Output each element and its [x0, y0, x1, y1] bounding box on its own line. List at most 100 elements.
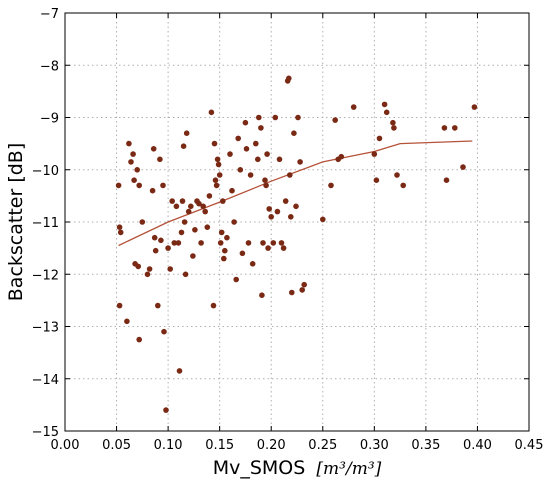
data-point: [297, 159, 303, 165]
axis-ticks: [64, 12, 530, 432]
data-point: [163, 407, 169, 413]
data-point: [214, 156, 221, 163]
data-point: [126, 140, 132, 147]
data-point: [289, 289, 295, 296]
data-point: [124, 318, 130, 325]
data-point: [116, 302, 123, 309]
data-point: [258, 125, 264, 131]
data-point: [204, 224, 211, 230]
data-point: [173, 203, 180, 210]
data-point: [376, 135, 383, 142]
y-tick-label: −15: [32, 425, 59, 440]
data-point: [254, 156, 261, 163]
x-tick-label: 0.40: [463, 438, 492, 453]
data-point: [328, 182, 334, 189]
plot-frame: [64, 12, 530, 432]
data-point: [471, 104, 478, 110]
data-point: [136, 336, 142, 343]
data-point: [231, 219, 237, 225]
y-tick-label: −14: [32, 373, 59, 388]
y-tick-labels: −7 −8 −9 −10 −11 −12 −13 −14 −15: [32, 7, 59, 440]
data-point: [249, 261, 256, 267]
data-point: [134, 167, 140, 173]
x-tick-labels: 0.00 0.05 0.10 0.15 0.20 0.25 0.30 0.35 0.40 0.45: [51, 438, 544, 453]
data-point: [213, 182, 220, 189]
data-point: [320, 216, 326, 223]
data-point: [381, 101, 388, 108]
data-point: [286, 75, 292, 82]
data-point: [180, 143, 187, 149]
data-point: [288, 214, 294, 220]
x-tick-label: 0.35: [411, 438, 440, 453]
data-point: [131, 177, 137, 183]
data-point: [235, 135, 241, 142]
data-point: [210, 302, 217, 309]
data-point: [136, 182, 142, 189]
data-point: [287, 172, 293, 178]
data-point: [268, 214, 275, 220]
data-point: [130, 151, 136, 157]
data-point: [144, 271, 151, 278]
data-point: [178, 229, 185, 236]
data-point: [175, 240, 182, 246]
x-tick-label: 0.00: [51, 438, 80, 453]
data-point: [202, 208, 208, 215]
data-point: [157, 156, 163, 163]
data-point: [280, 245, 287, 251]
data-point: [391, 125, 397, 131]
data-point: [441, 125, 448, 131]
data-point: [190, 253, 196, 259]
data-point: [181, 219, 188, 225]
x-tick-label: 0.20: [257, 438, 286, 453]
data-point: [332, 117, 339, 123]
data-point: [196, 200, 202, 207]
y-tick-label: −10: [32, 164, 59, 179]
data-point: [227, 151, 233, 157]
data-point: [274, 208, 281, 215]
data-point: [460, 164, 466, 170]
data-point: [198, 240, 204, 246]
data-point: [247, 172, 254, 178]
data-point: [200, 203, 206, 210]
data-point: [179, 198, 186, 204]
data-point: [390, 119, 396, 126]
data-point: [183, 130, 190, 136]
data-point: [135, 263, 141, 270]
data-point: [260, 240, 266, 246]
data-point: [221, 255, 227, 262]
data-point: [295, 114, 301, 121]
data-point: [394, 172, 400, 178]
y-tick-label: −7: [40, 7, 59, 22]
data-point: [165, 245, 171, 251]
data-point: [373, 177, 380, 183]
data-point: [171, 240, 178, 246]
data-point: [237, 167, 244, 173]
data-point: [270, 240, 277, 246]
y-tick-label: −8: [40, 59, 59, 74]
x-tick-label: 0.45: [515, 438, 544, 453]
data-point: [146, 266, 153, 272]
data-point: [299, 287, 306, 293]
data-point: [115, 182, 122, 189]
data-point: [218, 229, 225, 236]
data-point: [276, 156, 283, 163]
x-tick-label: 0.05: [102, 438, 131, 453]
fit-line: [118, 140, 473, 247]
data-point: [155, 302, 161, 309]
data-point: [216, 172, 223, 178]
data-point: [224, 234, 230, 241]
x-tick-label: 0.10: [154, 438, 183, 453]
data-point: [206, 193, 213, 199]
x-tick-label: 0.25: [308, 438, 337, 453]
data-point: [208, 109, 215, 116]
y-tick-label: −11: [32, 216, 59, 231]
data-point: [272, 114, 279, 121]
data-point: [452, 125, 458, 131]
data-point: [245, 240, 252, 246]
y-tick-label: −9: [40, 112, 59, 127]
data-point: [117, 229, 124, 236]
y-axis-title: Backscatter [dB]: [5, 143, 27, 301]
data-point: [212, 177, 219, 183]
data-point: [265, 245, 271, 251]
